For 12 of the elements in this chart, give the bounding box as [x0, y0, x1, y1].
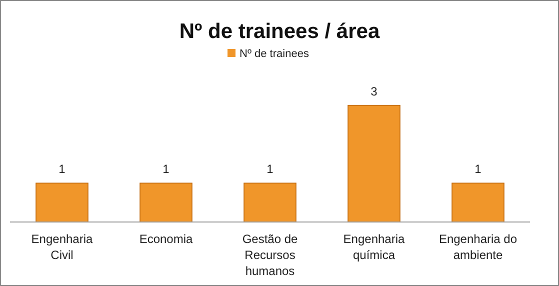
data-label: 3 — [370, 84, 378, 98]
x-tick-label: Engenharia química — [343, 232, 406, 262]
data-label: 1 — [162, 162, 170, 176]
legend-label: Nº de trainees — [240, 48, 310, 60]
data-label: 1 — [58, 162, 66, 176]
x-tick-label: Engenharia Civil — [31, 232, 94, 262]
chart-title: Nº de trainees / área — [179, 20, 380, 43]
x-tick-label: Economia — [139, 232, 193, 246]
x-tick-label: Engenharia do ambiente — [438, 232, 518, 262]
data-label: 1 — [474, 162, 482, 176]
x-tick-label: Gestão de Recursos humanos — [242, 232, 298, 278]
data-label: 1 — [266, 162, 274, 176]
